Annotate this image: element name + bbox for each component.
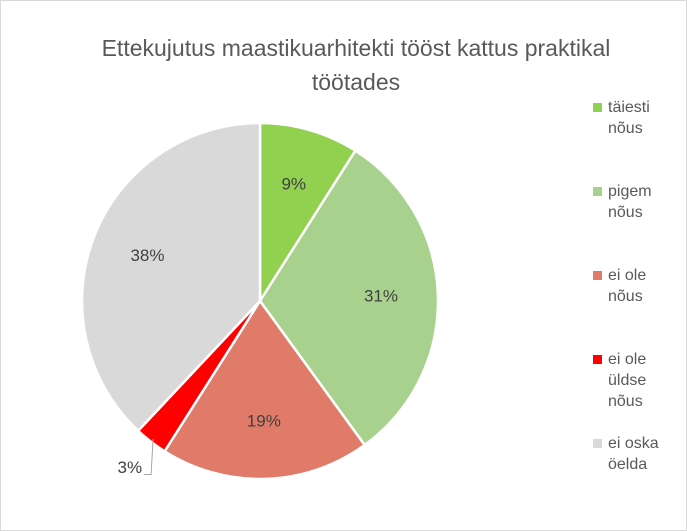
legend-entry: ei oska öelda	[593, 433, 683, 517]
data-label: 3%	[118, 458, 143, 477]
legend-entry: ei ole nõus	[593, 265, 683, 349]
legend-entry: täiesti nõus	[593, 97, 683, 181]
chart-title: Ettekujutus maastikuarhitekti tööst katt…	[101, 35, 611, 95]
data-label: 38%	[130, 246, 164, 265]
legend-swatch	[593, 103, 602, 112]
legend-entry: ei ole üldse nõus	[593, 349, 683, 433]
legend: täiesti nõus pigem nõus ei ole nõus ei ole …	[593, 97, 683, 517]
legend-swatch	[593, 271, 602, 280]
legend-label: ei ole nõus	[608, 267, 647, 305]
legend-label: ei ole üldse nõus	[608, 351, 647, 410]
legend-label: pigem nõus	[608, 183, 652, 221]
legend-swatch	[593, 187, 602, 196]
legend-label: täiesti nõus	[608, 99, 650, 137]
legend-label: ei oska öelda	[608, 435, 659, 473]
pie-slice	[162, 298, 367, 481]
pie-slice	[80, 121, 262, 433]
legend-entry: pigem nõus	[593, 181, 683, 265]
pie-slice	[258, 148, 440, 447]
data-label: 19%	[247, 411, 281, 430]
data-label: 9%	[281, 174, 306, 193]
pie-slice	[258, 121, 358, 306]
legend-swatch	[593, 355, 602, 364]
legend-swatch	[593, 439, 602, 448]
data-label: 31%	[364, 287, 398, 306]
leader-line	[143, 438, 154, 476]
